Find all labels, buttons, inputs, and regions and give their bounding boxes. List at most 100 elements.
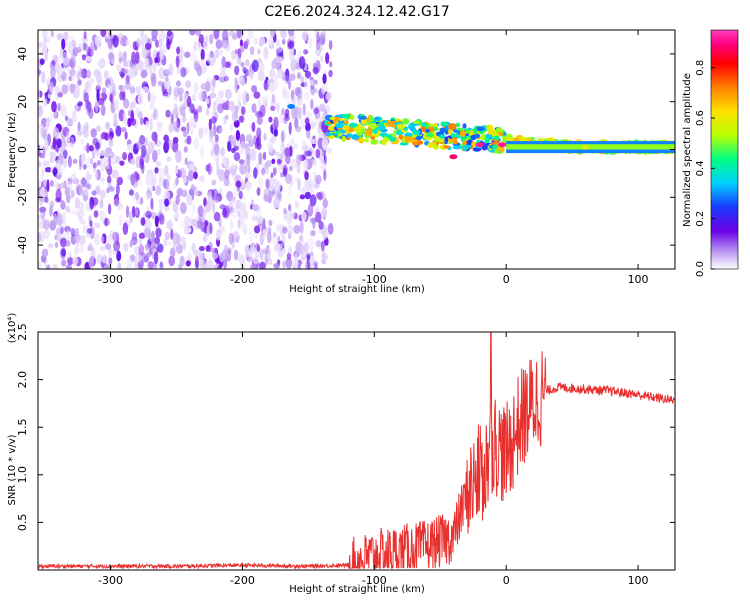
heatmap-cell — [240, 106, 246, 116]
heatmap-cell — [130, 158, 136, 165]
heatmap-cell — [65, 230, 71, 242]
heatmap-cell — [258, 152, 263, 166]
heatmap-cell — [146, 192, 151, 201]
heatmap-cell — [273, 128, 278, 137]
heatmap-cell — [38, 180, 42, 188]
heatmap-cell — [78, 183, 84, 196]
heatmap-cell — [304, 179, 311, 191]
heatmap-cell — [300, 118, 307, 129]
heatmap-cell — [295, 241, 302, 254]
heatmap-cell — [253, 167, 258, 179]
heatmap-cell — [277, 68, 283, 80]
heatmap-cell — [139, 117, 144, 126]
heatmap-cell — [93, 210, 99, 218]
heatmap-cell — [103, 70, 109, 80]
heatmap-cell — [283, 90, 291, 100]
heatmap-cell — [439, 127, 446, 133]
heatmap-cell — [63, 149, 68, 159]
heatmap-cell — [268, 258, 273, 266]
figure-title: C2E6.2024.324.12.42.G17 — [264, 4, 449, 20]
heatmap-cell — [67, 155, 72, 168]
heatmap-cell — [322, 73, 327, 85]
heatmap-cell — [50, 30, 54, 38]
heatmap-cell — [182, 131, 188, 138]
heatmap-cell — [298, 154, 302, 163]
heatmap-cell — [83, 31, 87, 40]
heatmap-cell — [107, 83, 111, 95]
heatmap-cell — [273, 116, 279, 130]
heatmap-cell — [412, 120, 421, 124]
heatmap-cell — [138, 179, 143, 187]
heatmap-cell — [250, 148, 257, 162]
heatmap-cell — [276, 102, 280, 113]
heatmap-cell — [135, 191, 139, 201]
heatmap-cell — [267, 226, 272, 235]
heatmap-cell — [100, 235, 104, 245]
heatmap-cell — [314, 30, 320, 40]
heatmap-cell — [312, 149, 316, 156]
heatmap-cell — [312, 66, 319, 74]
heatmap-cell — [251, 103, 257, 114]
heatmap-cell — [222, 156, 227, 166]
heatmap-cell — [166, 174, 171, 181]
heatmap-cell — [179, 167, 187, 179]
heatmap-cell — [313, 178, 319, 185]
heatmap-cell — [40, 169, 45, 182]
heatmap-cell — [108, 154, 112, 167]
heatmap-cell — [96, 70, 100, 79]
heatmap-cell — [426, 132, 434, 139]
heatmap-cell — [95, 184, 101, 196]
heatmap-cell — [65, 240, 71, 247]
heatmap-cell — [421, 126, 426, 133]
heatmap-cell — [116, 183, 120, 196]
heatmap-cell — [452, 145, 462, 150]
heatmap-cell — [90, 41, 95, 51]
heatmap-cell — [51, 60, 56, 66]
heatmap-cell — [63, 31, 69, 41]
heatmap-cell — [246, 181, 250, 187]
heatmap-cell — [310, 98, 314, 110]
heatmap-cell — [100, 157, 106, 167]
heatmap-cell — [266, 231, 272, 244]
heatmap-cell — [80, 138, 84, 145]
heatmap-feature — [449, 154, 458, 160]
heatmap-cell — [219, 252, 224, 263]
heatmap-cell — [465, 129, 471, 134]
heatmap-cell — [485, 133, 491, 139]
heatmap-cell — [154, 167, 159, 174]
heatmap-cell — [303, 49, 309, 55]
heatmap-cell — [127, 143, 134, 152]
heatmap-cell — [174, 106, 179, 116]
heatmap-cell — [57, 208, 61, 216]
heatmap-cell — [193, 137, 200, 151]
heatmap-cell — [297, 50, 302, 58]
heatmap-cell — [115, 125, 122, 137]
heatmap-cell — [156, 161, 162, 167]
heatmap-cell — [172, 214, 178, 220]
heatmap-cell — [231, 163, 236, 170]
heatmap-cell — [42, 43, 48, 56]
heatmap-cell — [112, 83, 116, 94]
heatmap-cell — [313, 261, 318, 267]
heatmap-cell — [224, 61, 231, 68]
heatmap-cell — [184, 51, 191, 58]
heatmap-cell — [100, 177, 105, 183]
heatmap-cell — [288, 145, 293, 157]
heatmap-cell — [264, 162, 269, 171]
y-tick-label: -20 — [16, 188, 29, 206]
heatmap-cell — [263, 46, 269, 60]
heatmap-cell — [294, 87, 301, 97]
heatmap-cell — [213, 143, 220, 156]
heatmap-cell — [265, 168, 269, 175]
heatmap-cell — [135, 86, 141, 94]
heatmap-cell — [315, 47, 322, 57]
heatmap-cell — [231, 111, 238, 123]
heatmap-cell — [38, 161, 42, 168]
heatmap-cell — [308, 37, 313, 49]
heatmap-cell — [234, 80, 239, 94]
heatmap-cell — [286, 252, 291, 260]
heatmap-cell — [282, 260, 286, 269]
heatmap-cell — [72, 158, 78, 164]
heatmap-cell — [256, 187, 261, 196]
